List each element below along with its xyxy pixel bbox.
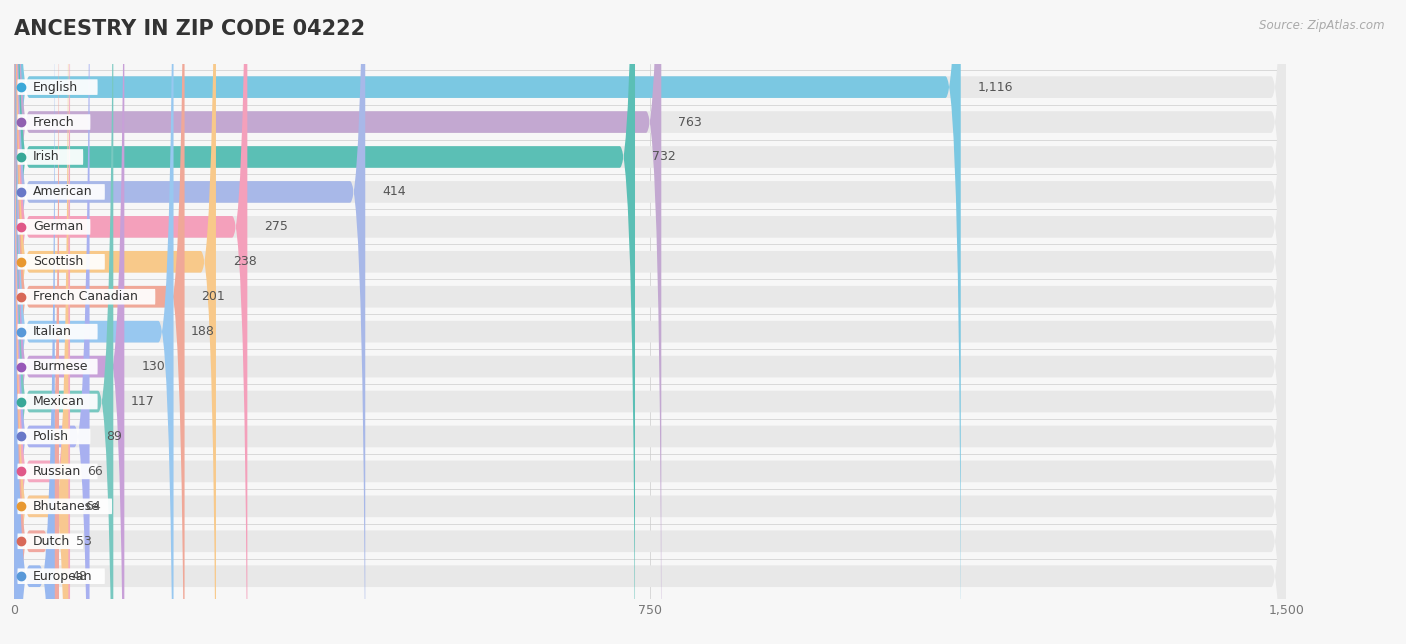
FancyBboxPatch shape	[14, 0, 1286, 644]
Text: ANCESTRY IN ZIP CODE 04222: ANCESTRY IN ZIP CODE 04222	[14, 19, 366, 39]
FancyBboxPatch shape	[14, 0, 1286, 644]
FancyBboxPatch shape	[14, 0, 1286, 644]
Text: 763: 763	[678, 115, 702, 129]
FancyBboxPatch shape	[14, 0, 1286, 644]
FancyBboxPatch shape	[14, 0, 124, 644]
Text: German: German	[32, 220, 83, 233]
FancyBboxPatch shape	[14, 0, 1286, 644]
FancyBboxPatch shape	[17, 498, 112, 514]
FancyBboxPatch shape	[14, 0, 661, 644]
FancyBboxPatch shape	[17, 429, 90, 444]
FancyBboxPatch shape	[14, 0, 1286, 644]
Text: 130: 130	[141, 360, 165, 373]
FancyBboxPatch shape	[14, 0, 636, 644]
Text: English: English	[32, 80, 79, 93]
FancyBboxPatch shape	[14, 0, 1286, 644]
FancyBboxPatch shape	[17, 324, 97, 339]
Text: Italian: Italian	[32, 325, 72, 338]
Text: American: American	[32, 185, 93, 198]
FancyBboxPatch shape	[14, 0, 960, 644]
Text: Dutch: Dutch	[32, 535, 70, 548]
Text: 275: 275	[264, 220, 288, 233]
Text: 414: 414	[382, 185, 406, 198]
FancyBboxPatch shape	[14, 0, 217, 644]
Text: Source: ZipAtlas.com: Source: ZipAtlas.com	[1260, 19, 1385, 32]
Text: Irish: Irish	[32, 151, 59, 164]
Text: Burmese: Burmese	[32, 360, 89, 373]
FancyBboxPatch shape	[14, 0, 114, 644]
Text: French Canadian: French Canadian	[32, 290, 138, 303]
FancyBboxPatch shape	[14, 0, 1286, 644]
Text: 201: 201	[201, 290, 225, 303]
Text: 188: 188	[190, 325, 214, 338]
FancyBboxPatch shape	[17, 569, 105, 584]
Text: 48: 48	[72, 570, 87, 583]
Text: Bhutanese: Bhutanese	[32, 500, 100, 513]
Text: 732: 732	[652, 151, 676, 164]
Text: 117: 117	[131, 395, 155, 408]
FancyBboxPatch shape	[17, 254, 105, 270]
FancyBboxPatch shape	[14, 0, 173, 644]
FancyBboxPatch shape	[14, 0, 1286, 644]
Text: 1,116: 1,116	[977, 80, 1014, 93]
FancyBboxPatch shape	[14, 0, 366, 644]
FancyBboxPatch shape	[14, 0, 247, 644]
FancyBboxPatch shape	[17, 359, 97, 374]
FancyBboxPatch shape	[14, 0, 1286, 644]
FancyBboxPatch shape	[17, 289, 155, 305]
FancyBboxPatch shape	[14, 0, 55, 644]
FancyBboxPatch shape	[17, 219, 90, 234]
FancyBboxPatch shape	[17, 184, 105, 200]
FancyBboxPatch shape	[14, 0, 59, 644]
Text: 64: 64	[86, 500, 101, 513]
FancyBboxPatch shape	[14, 0, 1286, 644]
FancyBboxPatch shape	[14, 0, 69, 644]
Text: French: French	[32, 115, 75, 129]
Text: 53: 53	[76, 535, 91, 548]
FancyBboxPatch shape	[14, 0, 90, 644]
FancyBboxPatch shape	[17, 114, 90, 130]
FancyBboxPatch shape	[14, 0, 1286, 644]
Text: Russian: Russian	[32, 465, 82, 478]
FancyBboxPatch shape	[14, 0, 1286, 644]
FancyBboxPatch shape	[14, 0, 1286, 644]
Text: 238: 238	[233, 255, 257, 269]
Text: 89: 89	[107, 430, 122, 443]
Text: European: European	[32, 570, 93, 583]
FancyBboxPatch shape	[14, 0, 184, 644]
FancyBboxPatch shape	[14, 0, 1286, 644]
Text: Polish: Polish	[32, 430, 69, 443]
Text: Mexican: Mexican	[32, 395, 84, 408]
FancyBboxPatch shape	[17, 533, 83, 549]
FancyBboxPatch shape	[14, 0, 70, 644]
Text: Scottish: Scottish	[32, 255, 83, 269]
FancyBboxPatch shape	[17, 79, 97, 95]
Text: 66: 66	[87, 465, 103, 478]
FancyBboxPatch shape	[17, 393, 97, 410]
FancyBboxPatch shape	[17, 464, 97, 479]
FancyBboxPatch shape	[17, 149, 83, 165]
